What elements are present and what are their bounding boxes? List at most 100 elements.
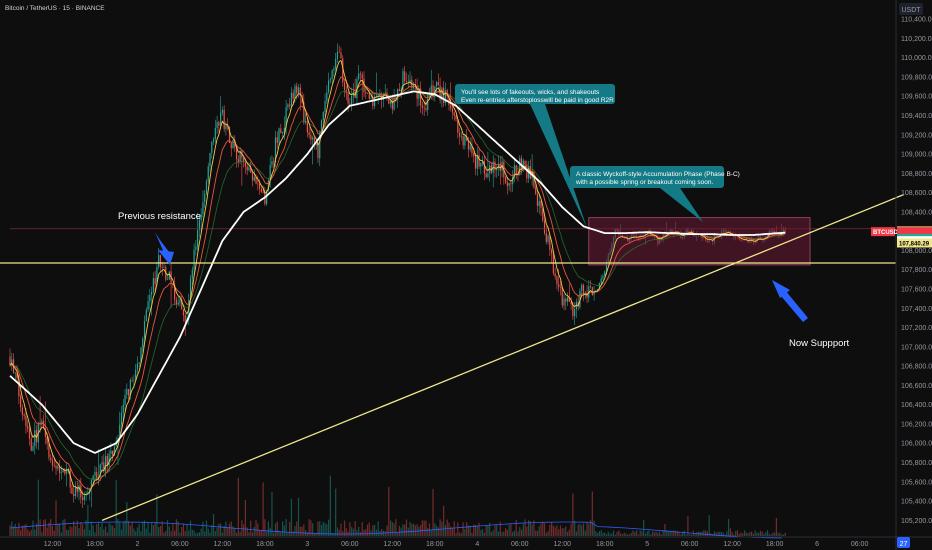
rising-trendline [101, 193, 905, 521]
candle-body [572, 304, 574, 317]
candle-body [538, 201, 540, 206]
volume-bar [25, 524, 27, 536]
candle-body [255, 176, 257, 184]
volume-bar [74, 526, 77, 536]
candle-body [18, 378, 20, 397]
candle-body [443, 87, 445, 103]
volume-bar [742, 533, 744, 536]
volume-bar [458, 532, 461, 536]
candle-body [223, 109, 225, 129]
volume-bar [374, 524, 376, 536]
volume-bar [671, 531, 673, 536]
volume-bar [120, 529, 123, 536]
candle-body [365, 92, 367, 94]
volume-bar [115, 480, 117, 536]
volume-bar [358, 526, 360, 536]
volume-bar [313, 532, 316, 536]
candle-body [71, 487, 73, 494]
corner-badge-label: 27 [900, 541, 908, 548]
candle-body [343, 82, 346, 91]
volume-bar [572, 493, 574, 536]
candle-body [53, 465, 55, 467]
price-tick-label: 108,600.00 [901, 190, 932, 197]
volume-bar [297, 497, 300, 536]
currency-badge[interactable] [899, 3, 923, 15]
volume-bar [207, 528, 209, 536]
candle-body [405, 81, 408, 82]
candle-body [174, 284, 176, 300]
volume-bar [189, 520, 192, 536]
candle-body [104, 456, 107, 472]
candle-body [324, 101, 326, 112]
volume-bar [225, 521, 227, 536]
volume-bar [726, 531, 728, 536]
volume-bar [73, 521, 75, 536]
volume-bar [566, 531, 569, 536]
volume-bar [223, 526, 225, 536]
volume-bar [328, 519, 330, 536]
corner-badge[interactable] [897, 537, 910, 548]
volume-bar [250, 520, 252, 536]
candle-body [28, 428, 31, 439]
candle-body [306, 120, 308, 133]
time-tick-label: 2 [135, 541, 139, 548]
candle-body [563, 298, 565, 306]
volume-bar [193, 530, 195, 536]
candle-body [280, 128, 282, 134]
price-tick-label: 106,600.00 [901, 383, 932, 390]
volume-bar [758, 532, 760, 536]
candle-body [205, 181, 208, 194]
volume-bar [467, 525, 470, 536]
volume-bar [96, 524, 98, 536]
candle-body [326, 92, 328, 102]
arrow-head-icon [772, 280, 790, 298]
candle-body [248, 167, 250, 171]
volume-bar [308, 519, 310, 536]
candle-body [9, 356, 11, 366]
time-tick-label: 06:00 [341, 541, 359, 548]
volume-bar [531, 524, 533, 536]
candle-body [389, 100, 392, 104]
candle-body [338, 52, 340, 53]
volume-bar [50, 519, 52, 536]
candle-body [145, 309, 147, 322]
candle-body [276, 137, 278, 143]
time-tick-label: 12:00 [384, 541, 402, 548]
previous-resistance-label: Previous resistance [118, 211, 201, 222]
volume-bar [30, 529, 32, 536]
volume-bar [80, 521, 82, 536]
volume-bar [533, 520, 535, 536]
candle-body [351, 95, 353, 105]
volume-bar [113, 528, 116, 536]
time-axis[interactable]: 12:00 18:00 2 06:00 12:00 18:00 3 06:00 12:00 18:… [44, 541, 869, 548]
candle-body [602, 275, 604, 279]
candle-body [598, 283, 601, 290]
volume-bar [496, 524, 498, 536]
volume-bar [421, 520, 424, 536]
candle-body [297, 87, 300, 94]
candle-body [469, 145, 471, 150]
volume-bar [628, 534, 631, 536]
candle-body [161, 266, 163, 268]
volume-bar [520, 529, 523, 536]
volume-bar [439, 519, 441, 536]
candle-body [271, 161, 273, 165]
volume-bar [266, 531, 268, 536]
candle-body [230, 142, 232, 149]
volume-bar [135, 531, 137, 536]
candle-body [158, 255, 160, 267]
volume-bar [597, 533, 599, 536]
candle-body [382, 93, 385, 100]
candle-body [444, 90, 447, 103]
candle-body [374, 96, 376, 107]
candle-body [152, 278, 154, 292]
candle-body [214, 128, 216, 140]
volume-bar [706, 531, 708, 536]
volume-bar [329, 475, 331, 536]
volume-bar [23, 525, 25, 536]
candle-body [460, 136, 462, 137]
volume-bar [101, 522, 103, 536]
volume-bar [145, 528, 147, 536]
candle-body [76, 487, 78, 492]
